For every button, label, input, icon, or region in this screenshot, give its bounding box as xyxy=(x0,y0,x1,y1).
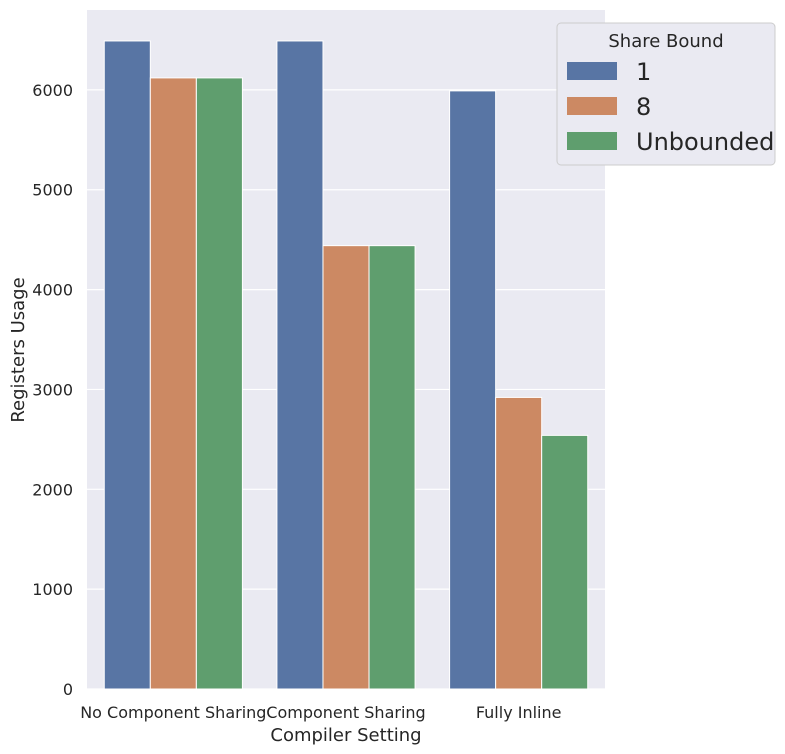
legend: Share Bound 1 8 Unbounded xyxy=(556,22,776,166)
bar xyxy=(368,245,416,690)
y-axis-label: Registers Usage xyxy=(8,277,29,422)
x-tick-label: Component Sharing xyxy=(266,703,425,722)
legend-swatch xyxy=(567,62,617,80)
bar xyxy=(495,396,543,690)
x-axis-label: Compiler Setting xyxy=(270,725,421,746)
legend-box xyxy=(556,22,776,166)
y-tick-label: 5000 xyxy=(32,181,73,200)
bar xyxy=(149,77,197,690)
bar xyxy=(322,245,370,690)
legend-label: Unbounded xyxy=(636,128,774,156)
bars xyxy=(103,40,589,690)
y-tick-label: 2000 xyxy=(32,480,73,499)
y-tick-label: 0 xyxy=(63,680,73,699)
y-tick-label: 6000 xyxy=(32,81,73,100)
x-tick-labels: No Component Sharing Component Sharing Ful… xyxy=(80,703,561,722)
bar xyxy=(276,40,324,690)
legend-swatch xyxy=(567,132,617,150)
x-tick-label: Fully Inline xyxy=(476,703,562,722)
legend-label: 1 xyxy=(636,58,651,86)
y-tick-label: 4000 xyxy=(32,281,73,300)
y-tick-labels: 0 1000 2000 3000 4000 5000 6000 xyxy=(32,81,73,699)
legend-title: Share Bound xyxy=(608,31,723,52)
y-tick-label: 1000 xyxy=(32,580,73,599)
x-tick-label: No Component Sharing xyxy=(80,703,266,722)
legend-swatch xyxy=(567,97,617,115)
bar xyxy=(541,434,589,690)
y-tick-label: 3000 xyxy=(32,380,73,399)
bar xyxy=(449,90,497,690)
legend-entries: 1 8 Unbounded xyxy=(567,58,774,156)
legend-label: 8 xyxy=(636,93,651,121)
bar xyxy=(103,40,151,690)
bar xyxy=(195,77,243,690)
